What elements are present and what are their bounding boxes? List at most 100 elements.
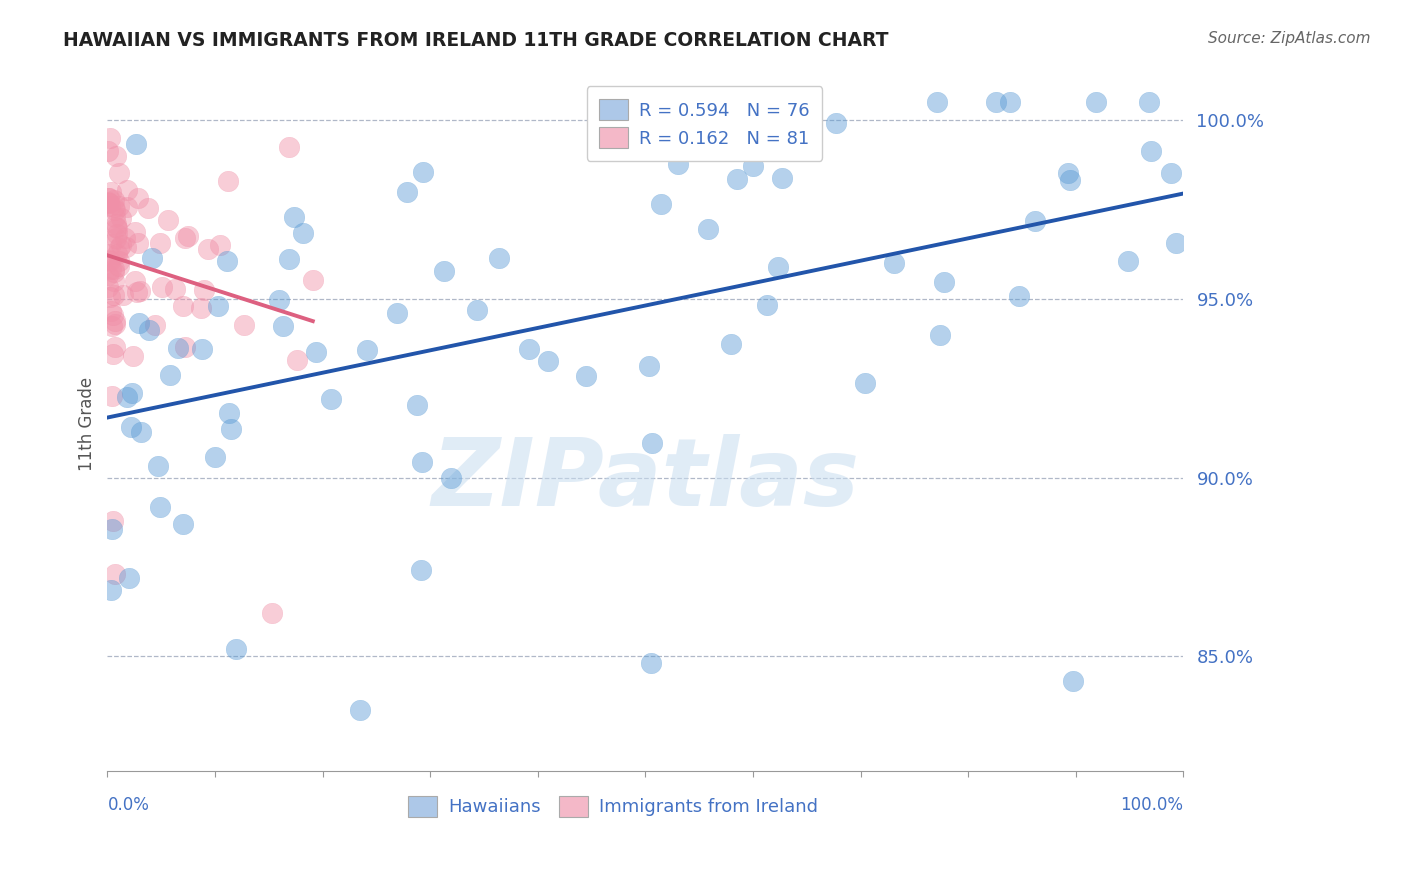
Point bbox=[1139, 144, 1161, 158]
Point bbox=[207, 299, 229, 313]
Point bbox=[127, 191, 149, 205]
Point bbox=[117, 183, 139, 197]
Point bbox=[172, 516, 194, 531]
Text: Source: ZipAtlas.com: Source: ZipAtlas.com bbox=[1208, 31, 1371, 46]
Point bbox=[129, 425, 152, 440]
Point bbox=[1062, 674, 1084, 689]
Point bbox=[124, 225, 146, 239]
Point bbox=[1137, 95, 1160, 110]
Point bbox=[756, 298, 779, 312]
Point bbox=[219, 422, 242, 436]
Point bbox=[103, 261, 125, 276]
Point bbox=[125, 137, 148, 152]
Point bbox=[110, 211, 132, 225]
Point bbox=[770, 170, 793, 185]
Point bbox=[433, 264, 456, 278]
Point bbox=[271, 319, 294, 334]
Point bbox=[114, 231, 136, 245]
Point bbox=[986, 95, 1008, 110]
Point bbox=[260, 607, 283, 621]
Point bbox=[929, 328, 952, 343]
Point bbox=[105, 227, 128, 241]
Point bbox=[193, 283, 215, 297]
Point bbox=[232, 318, 254, 333]
Point bbox=[1116, 254, 1139, 268]
Point bbox=[100, 290, 122, 304]
Point bbox=[117, 200, 139, 214]
Point bbox=[766, 260, 789, 274]
Point bbox=[98, 190, 121, 204]
Point bbox=[112, 288, 135, 302]
Point bbox=[191, 342, 214, 356]
Point bbox=[349, 703, 371, 717]
Point bbox=[1160, 166, 1182, 180]
Point bbox=[103, 265, 125, 279]
Point bbox=[215, 254, 238, 268]
Y-axis label: 11th Grade: 11th Grade bbox=[79, 377, 96, 471]
Point bbox=[465, 302, 488, 317]
Point bbox=[125, 285, 148, 299]
Point bbox=[174, 340, 197, 354]
Point bbox=[110, 237, 132, 252]
Point bbox=[104, 217, 127, 231]
Point bbox=[101, 318, 124, 333]
Point bbox=[197, 243, 219, 257]
Point bbox=[725, 172, 748, 186]
Point bbox=[319, 392, 342, 406]
Point bbox=[100, 262, 122, 277]
Point bbox=[146, 459, 169, 474]
Text: 100.0%: 100.0% bbox=[1121, 796, 1184, 814]
Point bbox=[356, 343, 378, 358]
Point bbox=[107, 254, 129, 268]
Point bbox=[225, 642, 247, 657]
Point bbox=[1164, 236, 1187, 251]
Point bbox=[143, 318, 166, 332]
Point bbox=[108, 199, 131, 213]
Point bbox=[720, 337, 742, 351]
Point bbox=[97, 196, 120, 211]
Point bbox=[124, 274, 146, 288]
Point bbox=[121, 386, 143, 401]
Point bbox=[666, 156, 689, 170]
Point bbox=[97, 144, 120, 158]
Point bbox=[103, 314, 125, 328]
Text: 0.0%: 0.0% bbox=[107, 796, 149, 814]
Point bbox=[98, 199, 121, 213]
Point bbox=[932, 275, 955, 289]
Point bbox=[122, 349, 145, 363]
Point bbox=[292, 226, 315, 240]
Point bbox=[98, 131, 121, 145]
Point bbox=[190, 301, 212, 315]
Point bbox=[742, 159, 765, 173]
Point bbox=[278, 252, 301, 266]
Point bbox=[136, 201, 159, 215]
Point bbox=[103, 200, 125, 214]
Point bbox=[100, 236, 122, 251]
Point bbox=[100, 389, 122, 403]
Point bbox=[115, 240, 138, 254]
Point bbox=[128, 316, 150, 330]
Point bbox=[98, 195, 121, 210]
Point bbox=[440, 471, 463, 485]
Point bbox=[1059, 173, 1081, 187]
Text: HAWAIIAN VS IMMIGRANTS FROM IRELAND 11TH GRADE CORRELATION CHART: HAWAIIAN VS IMMIGRANTS FROM IRELAND 11TH… bbox=[63, 31, 889, 50]
Point bbox=[150, 280, 173, 294]
Point bbox=[172, 300, 194, 314]
Point bbox=[128, 284, 150, 298]
Point bbox=[118, 571, 141, 585]
Point bbox=[104, 149, 127, 163]
Point bbox=[105, 221, 128, 235]
Point bbox=[105, 230, 128, 244]
Point bbox=[406, 398, 429, 412]
Point bbox=[218, 406, 240, 420]
Point bbox=[998, 95, 1021, 110]
Point bbox=[141, 252, 163, 266]
Point bbox=[100, 185, 122, 199]
Point bbox=[853, 376, 876, 391]
Point bbox=[517, 342, 540, 356]
Point bbox=[104, 210, 127, 224]
Legend: Hawaiians, Immigrants from Ireland: Hawaiians, Immigrants from Ireland bbox=[401, 789, 825, 824]
Point bbox=[301, 273, 323, 287]
Point bbox=[149, 500, 172, 515]
Point bbox=[104, 567, 127, 582]
